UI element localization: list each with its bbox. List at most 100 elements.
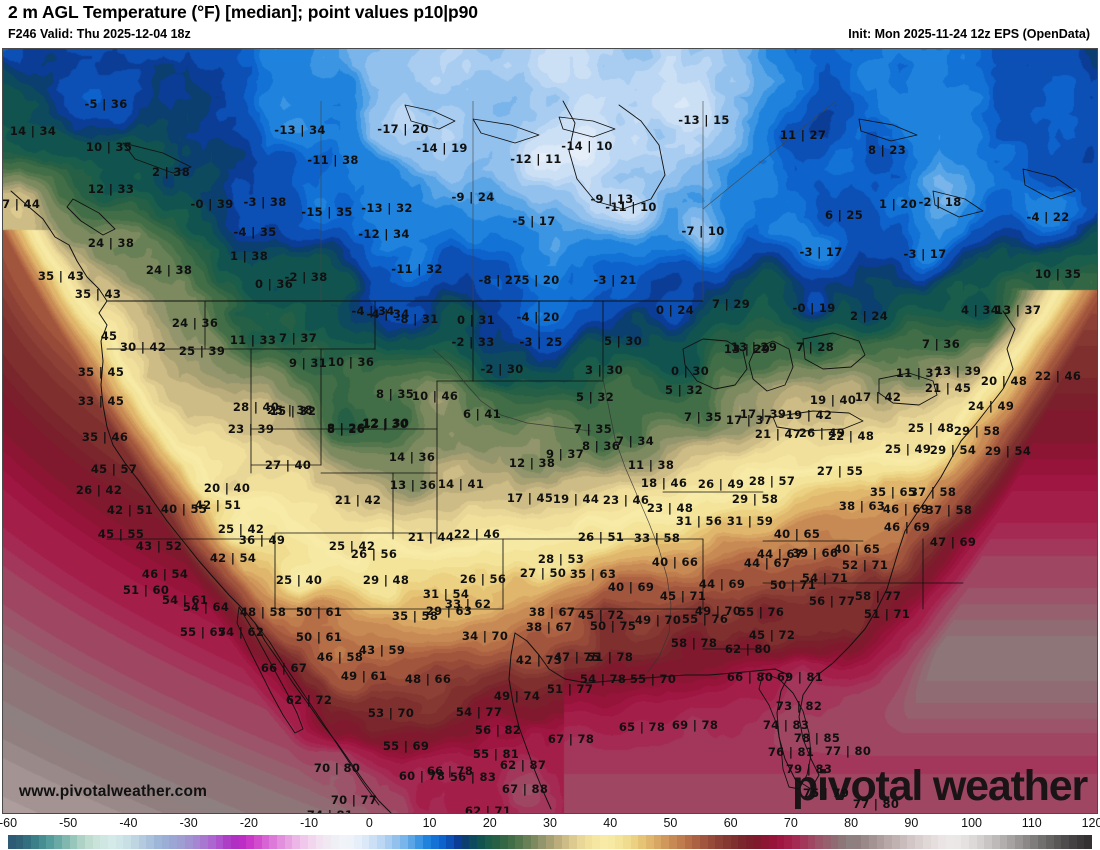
geo-path <box>472 118 540 144</box>
geo-path <box>932 190 984 218</box>
colorbar-segment <box>938 835 946 849</box>
colorbar-tick: -50 <box>59 816 78 830</box>
colorbar-segment <box>261 835 270 849</box>
colorbar-segment <box>838 835 846 849</box>
colorbar-segment <box>123 835 131 849</box>
colorbar-segment <box>207 835 216 849</box>
colorbar-segment <box>753 835 762 849</box>
geo-path <box>236 606 304 734</box>
colorbar-segment <box>599 835 608 849</box>
colorbar-segment <box>361 835 370 849</box>
colorbar-segment <box>423 835 431 849</box>
colorbar-segment <box>307 835 316 849</box>
colorbar-segment <box>661 835 670 849</box>
colorbar-segment <box>469 835 477 849</box>
colorbar-segment <box>223 835 231 849</box>
colorbar-segment <box>77 835 85 849</box>
colorbar-segment <box>400 835 408 849</box>
geo-path <box>858 118 918 142</box>
colorbar-segment <box>284 835 293 849</box>
colorbar-tick: -30 <box>179 816 198 830</box>
colorbar-segment <box>869 835 877 849</box>
colorbar-segment <box>707 835 716 849</box>
colorbar-segment <box>569 835 577 849</box>
colorbar-segment <box>807 835 816 849</box>
colorbar-segment <box>84 835 93 849</box>
colorbar-segment <box>46 835 55 849</box>
colorbar-segment <box>523 835 531 849</box>
colorbar-segment <box>115 835 124 849</box>
colorbar-segment <box>146 835 155 849</box>
colorbar-segment <box>169 835 178 849</box>
colorbar-tick: 80 <box>844 816 859 830</box>
colorbar-segment <box>576 835 585 849</box>
colorbar-gradient[interactable] <box>8 835 1092 849</box>
colorbar-segment <box>415 835 424 849</box>
colorbar-segment <box>407 835 416 849</box>
colorbar-tick: -10 <box>300 816 319 830</box>
geo-path <box>758 672 812 790</box>
colorbar-segment <box>377 835 385 849</box>
colorbar-segment <box>353 835 362 849</box>
geo-path <box>508 632 552 810</box>
colorbar-segment <box>300 835 308 849</box>
geography-overlay <box>10 100 1076 813</box>
colorbar-segment <box>1053 835 1062 849</box>
colorbar-segment <box>277 835 285 849</box>
colorbar-segment <box>100 835 108 849</box>
colorbar-segment <box>1076 835 1085 849</box>
geo-path <box>66 198 116 236</box>
colorbar-segment <box>369 835 377 849</box>
page-title: 2 m AGL Temperature (°F) [median]; point… <box>8 2 478 22</box>
colorbar-segment <box>899 835 908 849</box>
colorbar-tick: 40 <box>603 816 618 830</box>
colorbar-segment <box>546 835 554 849</box>
colorbar-segment <box>1015 835 1023 849</box>
geo-path <box>514 310 1016 790</box>
colorbar-tick: 100 <box>961 816 982 830</box>
colorbar-segment <box>930 835 939 849</box>
colorbar-segment <box>1030 835 1039 849</box>
geo-path <box>682 338 748 390</box>
colorbar-segment <box>861 835 869 849</box>
colorbar-segment <box>8 835 16 849</box>
colorbar-segment <box>23 835 32 849</box>
colorbar[interactable]: -60 -50 -40 -30 -20 -10 0 10 20 30 40 50 60 70 80 90 100… <box>0 816 1100 850</box>
colorbar-segment <box>254 835 262 849</box>
colorbar-segment <box>330 835 339 849</box>
temperature-raster[interactable] <box>3 49 1097 813</box>
colorbar-segment <box>553 835 562 849</box>
colorbar-segment <box>346 835 354 849</box>
colorbar-segment <box>92 835 101 849</box>
colorbar-segment <box>323 835 331 849</box>
colorbar-segment <box>615 835 623 849</box>
colorbar-segment <box>269 835 278 849</box>
colorbar-segment <box>722 835 731 849</box>
colorbar-segment <box>61 835 70 849</box>
colorbar-segment <box>746 835 754 849</box>
colorbar-segment <box>177 835 185 849</box>
colorbar-segment <box>945 835 954 849</box>
colorbar-segment <box>1007 835 1016 849</box>
colorbar-segment <box>968 835 977 849</box>
geo-path <box>748 340 794 392</box>
colorbar-segment <box>430 835 439 849</box>
colorbar-segment <box>1084 835 1092 849</box>
colorbar-segment <box>607 835 616 849</box>
geo-path <box>802 332 866 370</box>
geo-path <box>558 116 616 138</box>
colorbar-tick: 0 <box>365 816 373 830</box>
colorbar-segment <box>830 835 839 849</box>
geo-path <box>1022 168 1076 200</box>
colorbar-tick: 110 <box>1021 816 1042 830</box>
geo-path <box>772 410 864 432</box>
colorbar-segment <box>476 835 485 849</box>
colorbar-segment <box>992 835 1000 849</box>
colorbar-tick: 50 <box>663 816 678 830</box>
colorbar-tick: 20 <box>482 816 497 830</box>
colorbar-segment <box>738 835 746 849</box>
colorbar-segment <box>953 835 962 849</box>
colorbar-segment <box>54 835 62 849</box>
